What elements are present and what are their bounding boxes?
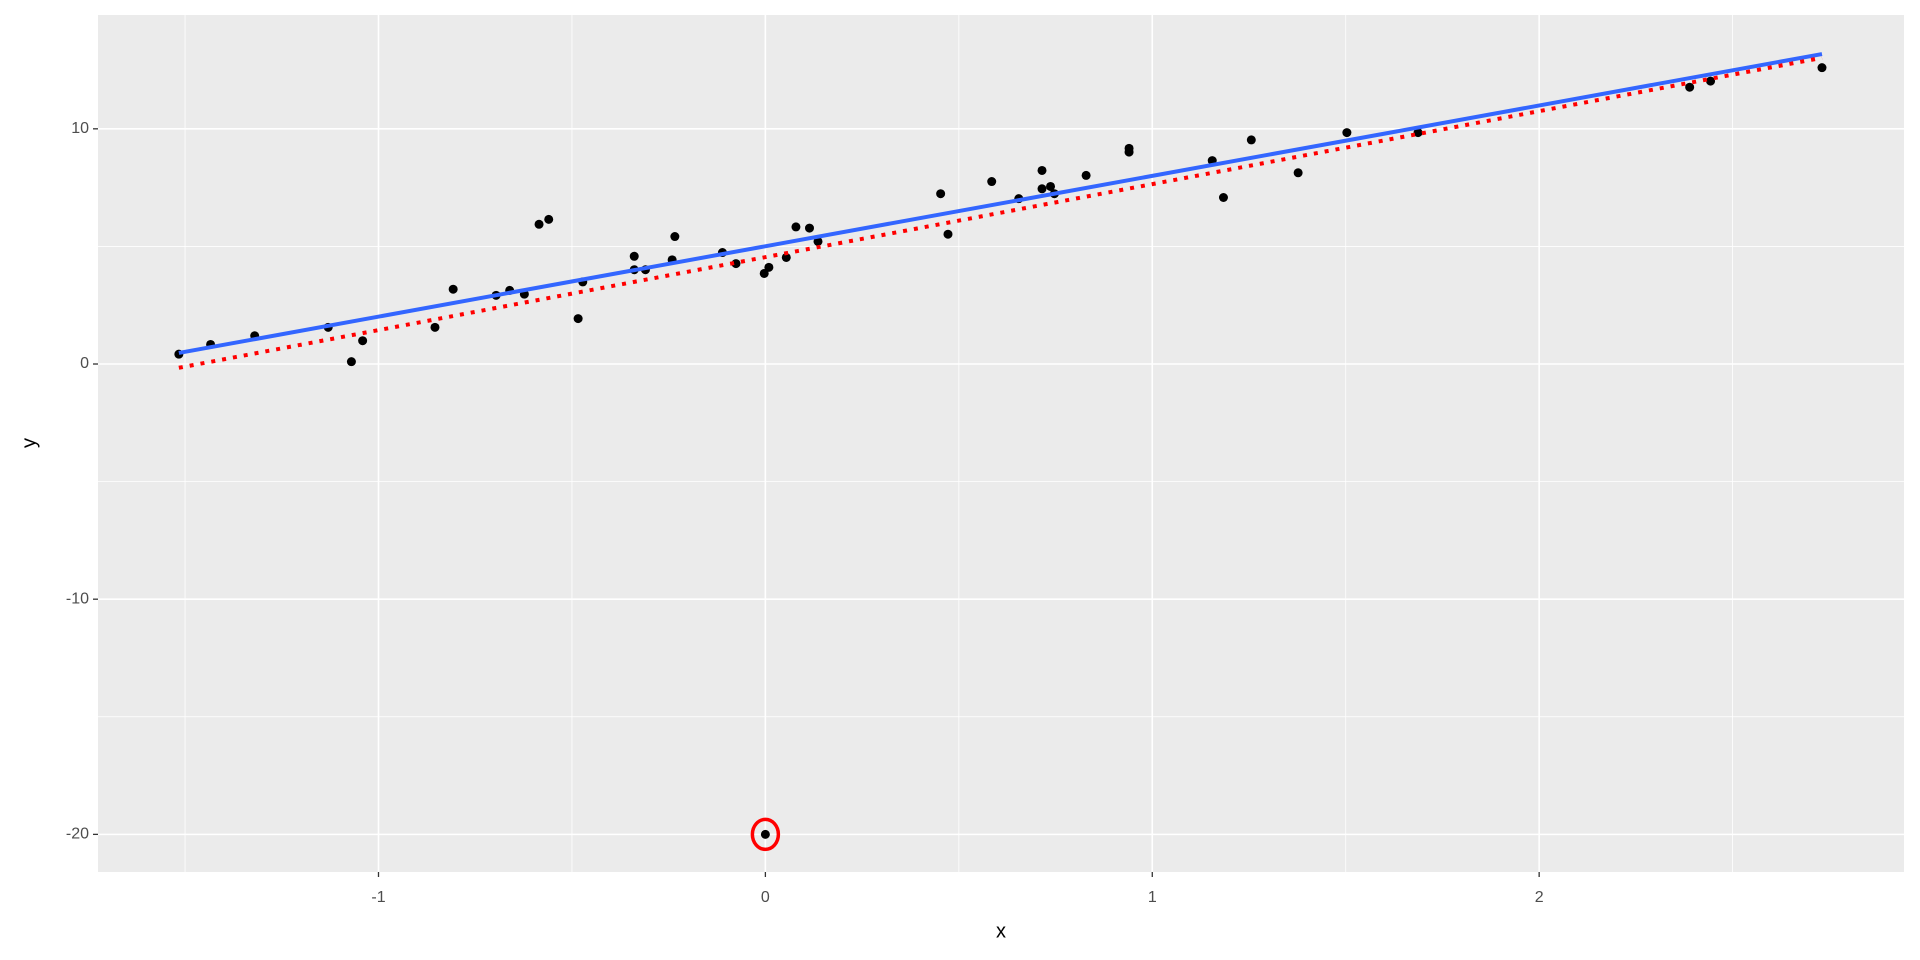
- point: [1124, 147, 1134, 157]
- point: [1046, 181, 1056, 191]
- highlight-circle: [750, 817, 781, 852]
- point: [573, 314, 583, 324]
- point: [1081, 170, 1091, 180]
- y-axis-title: y: [18, 438, 40, 448]
- point: [760, 829, 770, 839]
- x-tick-label: 2: [1535, 889, 1544, 906]
- fit-line: [178, 55, 1823, 370]
- point: [448, 284, 458, 294]
- point: [791, 222, 801, 232]
- point: [358, 336, 368, 346]
- point: [1037, 165, 1047, 175]
- point: [1342, 128, 1352, 138]
- point: [1706, 76, 1716, 86]
- point: [1218, 193, 1228, 203]
- y-tick-label: -20: [66, 826, 89, 843]
- point: [346, 357, 356, 367]
- point: [1246, 135, 1256, 145]
- fit-line: [178, 52, 1823, 355]
- point: [1817, 63, 1827, 73]
- point: [1685, 82, 1695, 92]
- point: [1293, 168, 1303, 178]
- point: [430, 322, 440, 332]
- point: [781, 252, 791, 262]
- point: [1413, 128, 1423, 138]
- point: [544, 214, 554, 224]
- point: [804, 223, 814, 233]
- point: [813, 236, 823, 246]
- panel: [98, 15, 1904, 872]
- point: [629, 251, 639, 261]
- x-tick-label: 1: [1148, 889, 1157, 906]
- x-axis-title: x: [996, 920, 1006, 942]
- point: [943, 229, 953, 239]
- point: [987, 177, 997, 187]
- point: [936, 189, 946, 199]
- y-tick-label: -10: [66, 590, 89, 607]
- y-tick-label: 10: [71, 120, 89, 137]
- point: [1037, 184, 1047, 194]
- point: [759, 268, 769, 278]
- point: [534, 219, 544, 229]
- point: [764, 262, 774, 272]
- x-tick-label: 0: [761, 889, 770, 906]
- x-tick-label: -1: [371, 889, 385, 906]
- point: [670, 232, 680, 242]
- y-tick-label: 0: [80, 355, 89, 372]
